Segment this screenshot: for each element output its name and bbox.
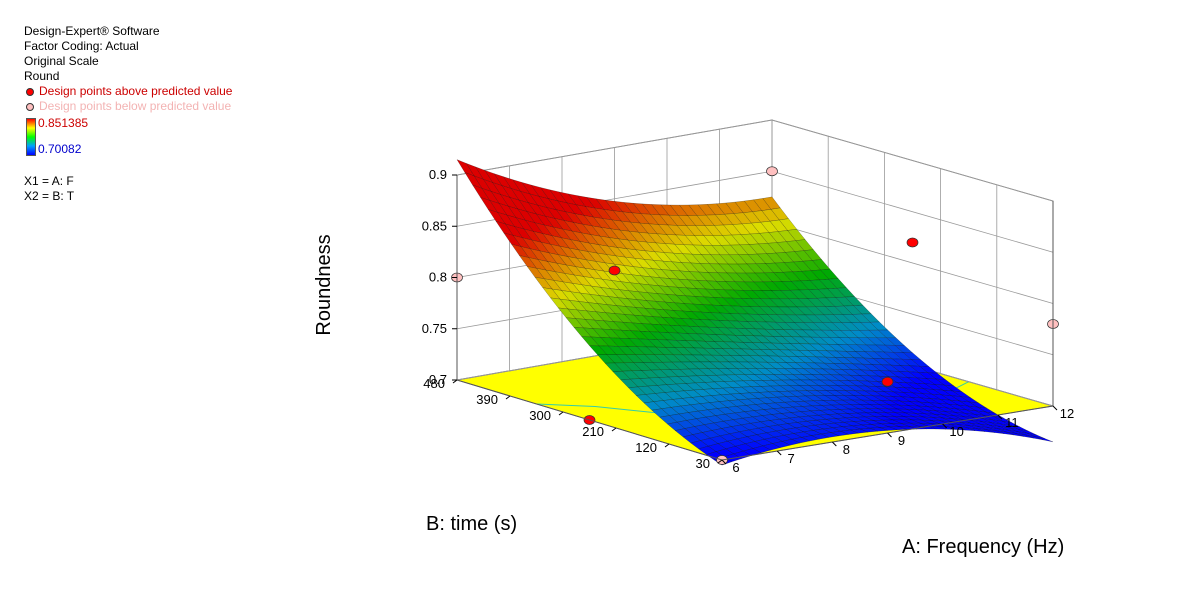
response-surface xyxy=(456,159,1054,466)
color-scale-min: 0.70082 xyxy=(38,142,82,156)
z-tick-label: 0.7 xyxy=(429,372,447,387)
color-scale: 0.851385 0.70082 xyxy=(24,116,232,158)
factor-x2: X2 = B: T xyxy=(24,189,75,203)
x-tick-label: 8 xyxy=(843,442,850,457)
color-scale-bar xyxy=(26,118,36,156)
factor-x1: X1 = A: F xyxy=(24,174,74,188)
x-tick-label: 10 xyxy=(949,424,963,439)
legend-above: Design points above predicted value xyxy=(24,84,232,99)
design-points xyxy=(451,166,1059,465)
design-point xyxy=(608,265,621,276)
y-tick xyxy=(505,395,511,400)
design-point xyxy=(766,166,778,177)
factor-coding: Factor Coding: Actual xyxy=(24,39,139,53)
z-tick-label: 0.9 xyxy=(429,167,447,182)
y-tick-label: 120 xyxy=(635,440,657,455)
z-tick-label: 0.8 xyxy=(429,270,447,285)
above-dot-icon xyxy=(26,87,34,96)
x-tick-label: 11 xyxy=(1005,415,1019,430)
scale-label: Original Scale xyxy=(24,54,99,68)
z-tick-label: 0.85 xyxy=(422,218,447,233)
y-tick xyxy=(558,411,564,416)
y-tick-label: 300 xyxy=(529,408,551,423)
x-tick xyxy=(721,459,727,465)
x-tick-label: 9 xyxy=(898,433,905,448)
color-scale-max: 0.851385 xyxy=(38,116,89,130)
x-tick xyxy=(1052,405,1058,411)
design-point xyxy=(906,237,919,248)
x-tick xyxy=(942,423,948,429)
response-name: Round xyxy=(24,69,60,83)
y-tick xyxy=(611,427,617,432)
x-tick xyxy=(997,414,1003,420)
y-tick-label: 210 xyxy=(582,424,604,439)
legend-below-label: Design points below predicted value xyxy=(39,99,232,113)
x-tick xyxy=(887,432,892,438)
y-tick-label: 30 xyxy=(696,456,710,471)
legend-above-label: Design points above predicted value xyxy=(39,84,233,98)
z-axis-label: Roundness xyxy=(313,234,335,335)
y-axis-label: B: time (s) xyxy=(426,513,517,535)
surface-cell xyxy=(1034,436,1054,443)
y-tick-label: 390 xyxy=(476,392,498,407)
below-dot-icon xyxy=(26,102,34,111)
x-tick xyxy=(831,441,837,447)
design-point xyxy=(881,376,894,387)
z-tick-label: 0.75 xyxy=(422,321,447,336)
y-tick-label: 480 xyxy=(423,376,445,391)
y-tick xyxy=(717,459,723,464)
legend-below: Design points below predicted value xyxy=(24,99,232,114)
software-name: Design-Expert® Software xyxy=(24,24,160,38)
x-tick xyxy=(776,450,782,456)
x-tick-label: 7 xyxy=(788,451,795,466)
x-axis-label: A: Frequency (Hz) xyxy=(902,536,1064,558)
x-tick-label: 6 xyxy=(732,460,739,475)
x-tick-label: 12 xyxy=(1060,406,1074,421)
y-tick xyxy=(664,443,670,448)
design-expert-info-panel: Design-Expert® Software Factor Coding: A… xyxy=(24,24,232,204)
